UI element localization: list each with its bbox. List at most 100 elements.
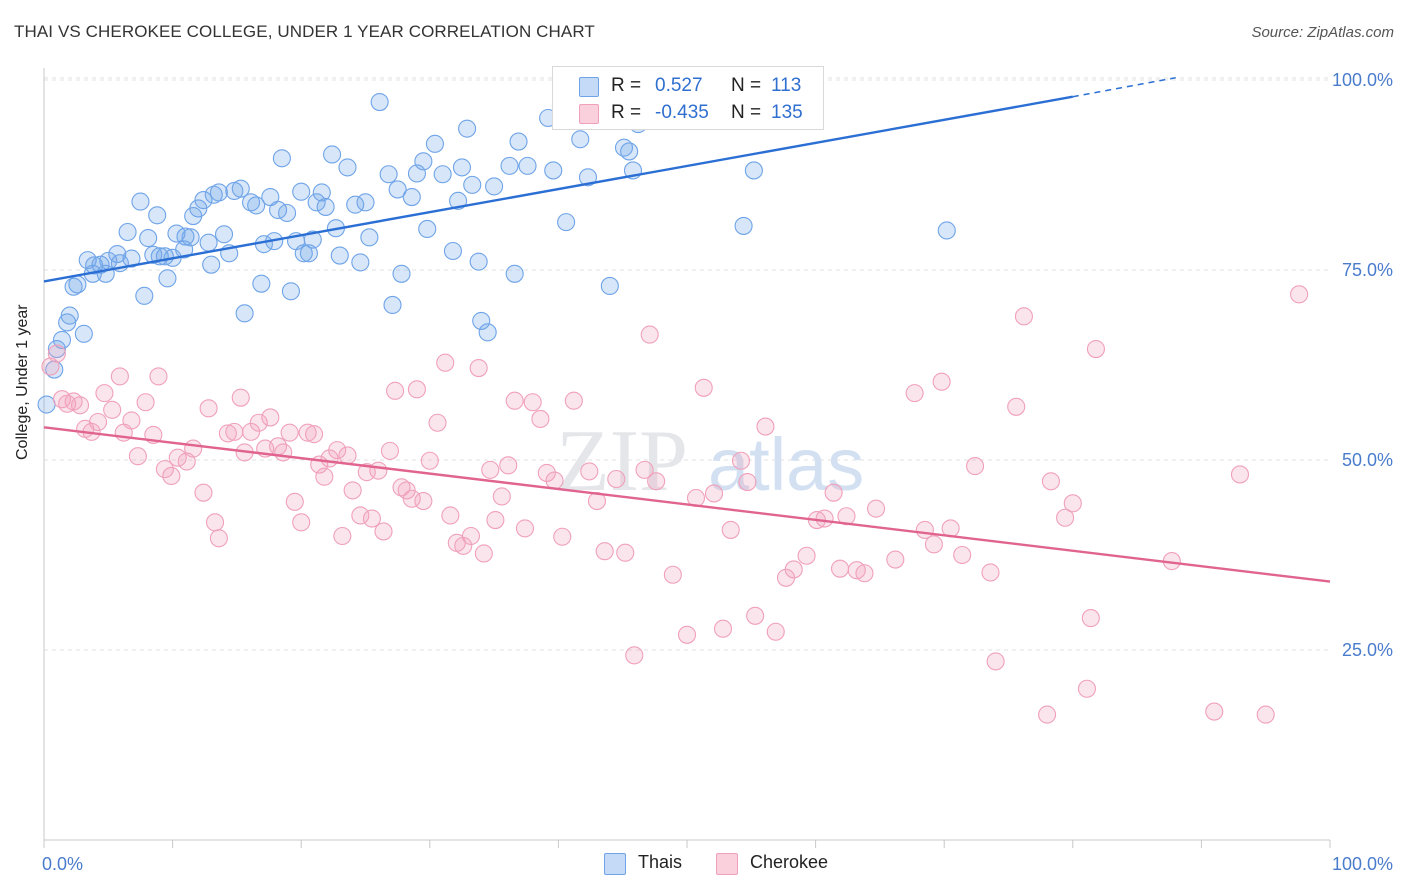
thais-point: [312, 183, 331, 202]
cherokee-point: [1041, 472, 1060, 491]
cherokee-point: [830, 559, 850, 578]
axis-layer: [43, 68, 1331, 848]
cherokee-point: [1086, 339, 1105, 359]
cherokee-point: [1256, 705, 1275, 724]
cherokee-point: [474, 544, 493, 563]
cherokee-point: [1007, 397, 1026, 416]
source-label: Source: ZipAtlas.com: [1251, 24, 1394, 41]
thais-point: [247, 196, 266, 215]
thais-swatch: [604, 853, 626, 875]
watermark-atlas: atlas: [708, 423, 864, 506]
thais-point: [370, 92, 389, 112]
thais-point: [578, 168, 598, 187]
cherokee-point: [249, 413, 268, 432]
y-tick-label: 75.0%: [1342, 260, 1393, 280]
thais-point: [214, 225, 234, 244]
thais-point: [323, 145, 342, 164]
cherokee-point: [721, 520, 740, 539]
thais-point: [281, 282, 300, 301]
cherokee-point: [647, 472, 666, 491]
cherokee-point: [731, 451, 751, 470]
cherokee-point: [932, 372, 951, 391]
cherokee-point: [274, 443, 293, 462]
thais-point: [307, 193, 326, 212]
cherokee-point: [635, 460, 654, 479]
thais-trend-extension: [1072, 76, 1176, 98]
points-layer: [37, 92, 1309, 724]
thais-point: [414, 152, 433, 171]
cherokee-point: [625, 646, 644, 665]
y-tick-label: 100.0%: [1332, 70, 1393, 90]
cherokee-point: [981, 563, 1000, 582]
thais-point: [425, 134, 444, 153]
thais-point: [68, 275, 87, 294]
thais-point: [600, 276, 619, 296]
cherokee-point: [1038, 705, 1057, 724]
cherokee-point: [315, 467, 334, 486]
grid-layer: [44, 77, 1330, 651]
cherokee-trend-line: [43, 426, 1331, 583]
thais-point: [144, 245, 163, 264]
thais-point: [478, 323, 497, 342]
thais-point: [472, 311, 491, 330]
cherokee-point: [784, 560, 803, 579]
cherokee-point: [225, 422, 244, 441]
thais-point: [135, 286, 154, 305]
y-tick-label: 50.0%: [1342, 450, 1393, 470]
cherokee-point: [746, 606, 765, 625]
cherokee-point: [128, 447, 147, 466]
thais-point: [139, 229, 158, 248]
thais-point: [388, 180, 407, 199]
cherokee-point: [492, 487, 511, 506]
cherokee-point: [380, 441, 399, 460]
cherokee-point: [866, 499, 886, 518]
cherokee-point: [261, 408, 280, 427]
cherokee-point: [386, 381, 405, 400]
cherokee-point: [924, 535, 943, 554]
cherokee-point: [407, 380, 426, 399]
cherokee-point: [362, 509, 381, 528]
cherokee-point: [428, 413, 447, 432]
cherokee-point: [351, 506, 370, 525]
thais-point: [278, 203, 297, 223]
thais-point: [131, 192, 150, 211]
cherokee-point: [537, 463, 556, 482]
cherokee-point: [1230, 465, 1250, 484]
cherokee-point: [357, 463, 376, 482]
cherokee-point: [241, 422, 261, 441]
cherokee-point: [95, 384, 114, 403]
thais-point: [252, 274, 271, 293]
legend-n-label: N =: [731, 75, 762, 96]
cherokee-point: [531, 409, 550, 429]
thais-point: [118, 222, 137, 242]
cherokee-point: [374, 522, 393, 541]
cherokee-point: [1077, 679, 1096, 698]
thais-point: [379, 165, 398, 184]
cherokee-point: [441, 506, 460, 525]
thais-point: [176, 227, 195, 246]
thais-point: [402, 187, 421, 207]
thais-point: [509, 132, 528, 151]
cherokee-point: [122, 411, 141, 430]
cherokee-point: [1205, 702, 1224, 721]
cherokee-point: [461, 526, 481, 546]
thais-point: [338, 158, 357, 177]
chart-title: THAI VS CHEROKEE COLLEGE, UNDER 1 YEAR C…: [14, 22, 595, 41]
thais-point: [299, 244, 318, 263]
cherokee-point: [523, 393, 542, 412]
cherokee-point: [305, 425, 324, 444]
cherokee-point: [815, 509, 834, 528]
legend-r-label: R =: [611, 75, 642, 96]
x-tick-label: 100.0%: [1332, 854, 1393, 874]
cherokee-point: [505, 391, 524, 410]
cherokee-point: [953, 545, 972, 565]
cherokee-point: [855, 564, 874, 583]
cherokee-point: [486, 510, 505, 530]
thais-point: [571, 130, 590, 149]
cherokee-point: [1063, 494, 1082, 513]
thais-trend-line: [43, 95, 1074, 283]
thais-point: [303, 230, 322, 249]
cherokee-point: [194, 483, 213, 502]
cherokee-point: [209, 529, 228, 548]
cherokee-point: [469, 358, 488, 378]
